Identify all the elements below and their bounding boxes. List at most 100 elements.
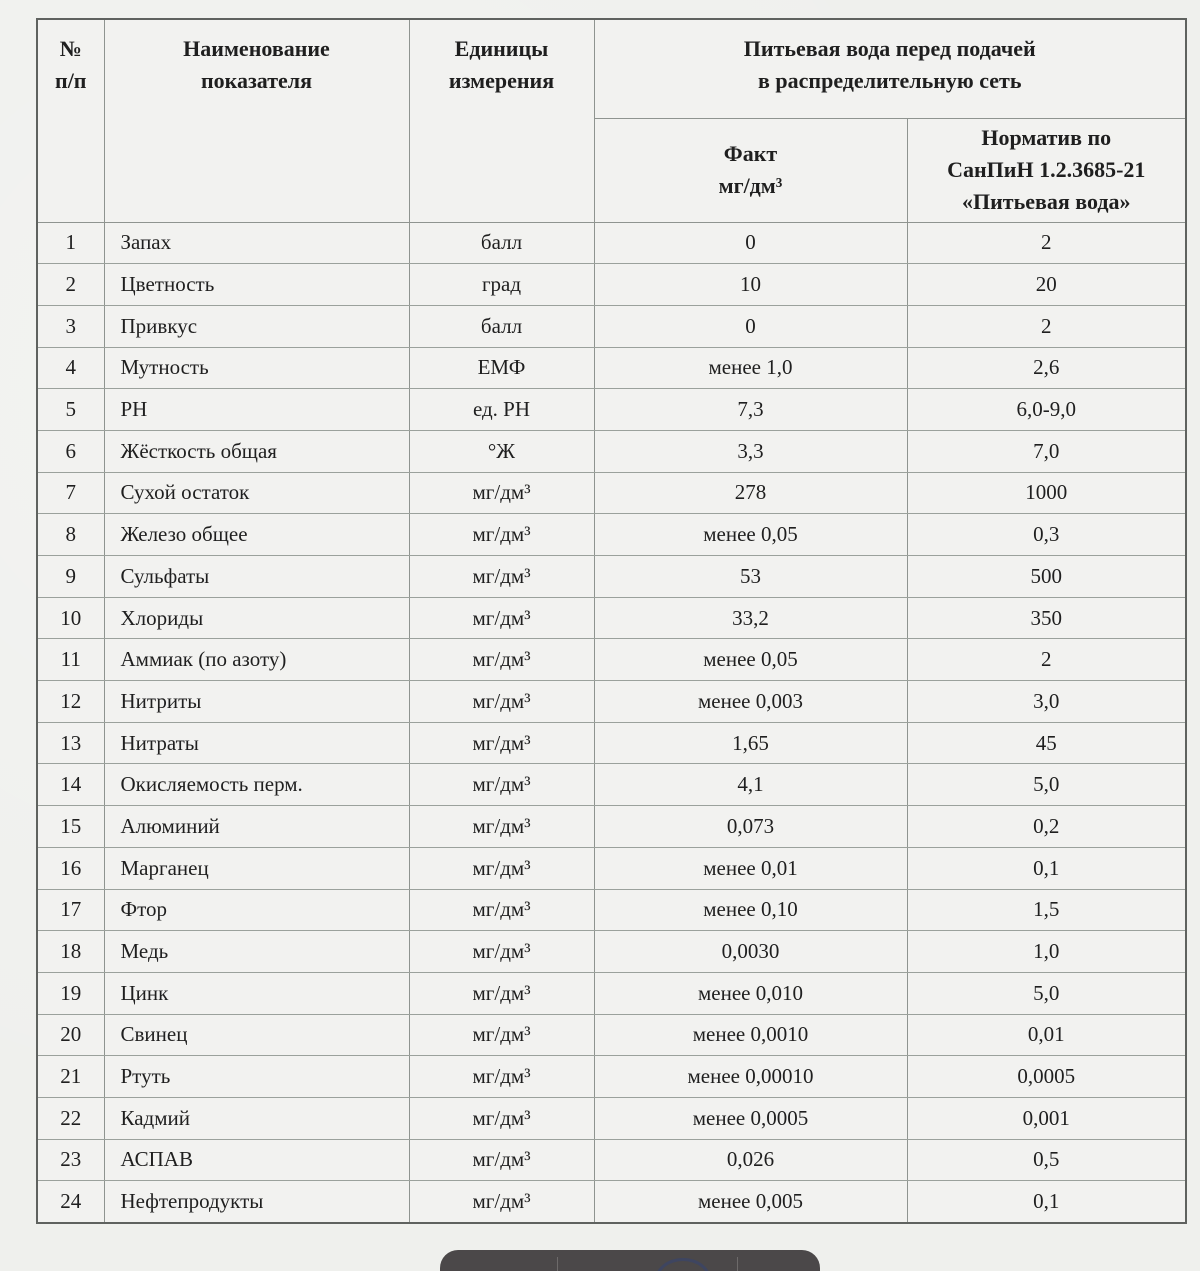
cell-norm: 20 bbox=[906, 263, 1187, 306]
cell-name: Жёсткость общая bbox=[103, 429, 410, 473]
cell-unit: мг/дм³ bbox=[408, 763, 595, 807]
cell-name: Марганец bbox=[103, 846, 410, 890]
cell-unit: мг/дм³ bbox=[408, 805, 595, 848]
cell-norm: 6,0-9,0 bbox=[906, 388, 1187, 431]
table-row: 9 Сульфаты мг/дм³ 53 500 bbox=[36, 555, 1187, 598]
cell-num: 15 bbox=[36, 805, 105, 848]
cell-num: 24 bbox=[36, 1180, 105, 1223]
cell-fact: менее 0,0010 bbox=[593, 1013, 908, 1057]
cell-num: 16 bbox=[36, 846, 105, 890]
cell-norm: 2 bbox=[906, 221, 1187, 265]
table-row: 11 Аммиак (по азоту) мг/дм³ менее 0,05 2 bbox=[36, 638, 1187, 682]
table-row: 22 Кадмий мг/дм³ менее 0,0005 0,001 bbox=[36, 1096, 1187, 1140]
cell-num: 2 bbox=[36, 263, 105, 306]
cell-unit: мг/дм³ bbox=[408, 471, 595, 515]
cell-num: 23 bbox=[36, 1138, 105, 1182]
table-row: 3 Привкус балл 0 2 bbox=[36, 304, 1187, 348]
cell-norm: 5,0 bbox=[906, 971, 1187, 1015]
cell-num: 6 bbox=[36, 429, 105, 473]
cell-num: 12 bbox=[36, 680, 105, 723]
cell-unit: балл bbox=[408, 304, 595, 348]
cell-norm: 5,0 bbox=[906, 763, 1187, 807]
cell-unit: мг/дм³ bbox=[408, 1180, 595, 1223]
cell-name: Сульфаты bbox=[103, 555, 410, 598]
cell-name: Хлориды bbox=[103, 596, 410, 640]
cell-name: Запах bbox=[103, 221, 410, 265]
cell-num: 17 bbox=[36, 888, 105, 932]
cell-num: 8 bbox=[36, 513, 105, 556]
table-row: 18 Медь мг/дм³ 0,0030 1,0 bbox=[36, 930, 1187, 973]
cell-unit: град bbox=[408, 263, 595, 306]
cell-name: Свинец bbox=[103, 1013, 410, 1057]
cell-norm: 3,0 bbox=[906, 680, 1187, 723]
cell-name: Ртуть bbox=[103, 1055, 410, 1098]
table-header: № п/п Наименование показателя Единицы из… bbox=[36, 18, 1187, 223]
cell-unit: мг/дм³ bbox=[408, 888, 595, 932]
table-row: 17 Фтор мг/дм³ менее 0,10 1,5 bbox=[36, 888, 1187, 932]
table-row: 23 АСПАВ мг/дм³ 0,026 0,5 bbox=[36, 1138, 1187, 1182]
cell-unit: мг/дм³ bbox=[408, 721, 595, 765]
cell-unit: ЕМФ bbox=[408, 346, 595, 390]
cell-fact: менее 0,10 bbox=[593, 888, 908, 932]
cell-num: 7 bbox=[36, 471, 105, 515]
cell-fact: 53 bbox=[593, 555, 908, 598]
table-row: 21 Ртуть мг/дм³ менее 0,00010 0,0005 bbox=[36, 1055, 1187, 1098]
cell-fact: менее 0,00010 bbox=[593, 1055, 908, 1098]
cell-name: Нефтепродукты bbox=[103, 1180, 410, 1223]
cell-num: 21 bbox=[36, 1055, 105, 1098]
cell-fact: 0,0030 bbox=[593, 930, 908, 973]
table-row: 12 Нитриты мг/дм³ менее 0,003 3,0 bbox=[36, 680, 1187, 723]
cell-unit: мг/дм³ bbox=[408, 638, 595, 682]
cell-norm: 0,01 bbox=[906, 1013, 1187, 1057]
table-row: 13 Нитраты мг/дм³ 1,65 45 bbox=[36, 721, 1187, 765]
cell-name: Нитраты bbox=[103, 721, 410, 765]
cell-norm: 1,5 bbox=[906, 888, 1187, 932]
cell-name: Фтор bbox=[103, 888, 410, 932]
header-fact: Факт мг/дм³ bbox=[593, 117, 908, 223]
header-unit: Единицы измерения bbox=[408, 18, 595, 223]
header-group: Питьевая вода перед подачей в распредели… bbox=[593, 18, 1187, 119]
cell-norm: 0,2 bbox=[906, 805, 1187, 848]
table-row: 10 Хлориды мг/дм³ 33,2 350 bbox=[36, 596, 1187, 640]
cell-unit: мг/дм³ bbox=[408, 930, 595, 973]
cell-unit: балл bbox=[408, 221, 595, 265]
cell-num: 20 bbox=[36, 1013, 105, 1057]
cell-norm: 350 bbox=[906, 596, 1187, 640]
toolbar-divider bbox=[737, 1257, 738, 1271]
table-row: 20 Свинец мг/дм³ менее 0,0010 0,01 bbox=[36, 1013, 1187, 1057]
cell-unit: мг/дм³ bbox=[408, 846, 595, 890]
cell-num: 9 bbox=[36, 555, 105, 598]
cell-fact: 0 bbox=[593, 221, 908, 265]
cell-name: Мутность bbox=[103, 346, 410, 390]
bottom-toolbar[interactable] bbox=[440, 1250, 820, 1271]
cell-fact: 33,2 bbox=[593, 596, 908, 640]
cell-unit: мг/дм³ bbox=[408, 513, 595, 556]
cell-unit: мг/дм³ bbox=[408, 555, 595, 598]
cell-fact: 10 bbox=[593, 263, 908, 306]
cell-fact: 278 bbox=[593, 471, 908, 515]
header-name: Наименование показателя bbox=[103, 18, 410, 223]
cell-unit: °Ж bbox=[408, 429, 595, 473]
cell-num: 1 bbox=[36, 221, 105, 265]
cell-unit: мг/дм³ bbox=[408, 1055, 595, 1098]
cell-fact: менее 0,003 bbox=[593, 680, 908, 723]
cell-unit: мг/дм³ bbox=[408, 680, 595, 723]
cell-fact: 1,65 bbox=[593, 721, 908, 765]
circle-icon bbox=[655, 1258, 711, 1271]
cell-num: 13 bbox=[36, 721, 105, 765]
cell-fact: 0 bbox=[593, 304, 908, 348]
table-row: 16 Марганец мг/дм³ менее 0,01 0,1 bbox=[36, 846, 1187, 890]
cell-name: Нитриты bbox=[103, 680, 410, 723]
cell-fact: менее 0,0005 bbox=[593, 1096, 908, 1140]
cell-fact: менее 0,010 bbox=[593, 971, 908, 1015]
table-row: 15 Алюминий мг/дм³ 0,073 0,2 bbox=[36, 805, 1187, 848]
cell-fact: менее 0,05 bbox=[593, 638, 908, 682]
cell-norm: 2 bbox=[906, 638, 1187, 682]
cell-num: 10 bbox=[36, 596, 105, 640]
cell-norm: 2 bbox=[906, 304, 1187, 348]
cell-num: 3 bbox=[36, 304, 105, 348]
cell-num: 19 bbox=[36, 971, 105, 1015]
cell-name: Железо общее bbox=[103, 513, 410, 556]
cell-unit: мг/дм³ bbox=[408, 1138, 595, 1182]
